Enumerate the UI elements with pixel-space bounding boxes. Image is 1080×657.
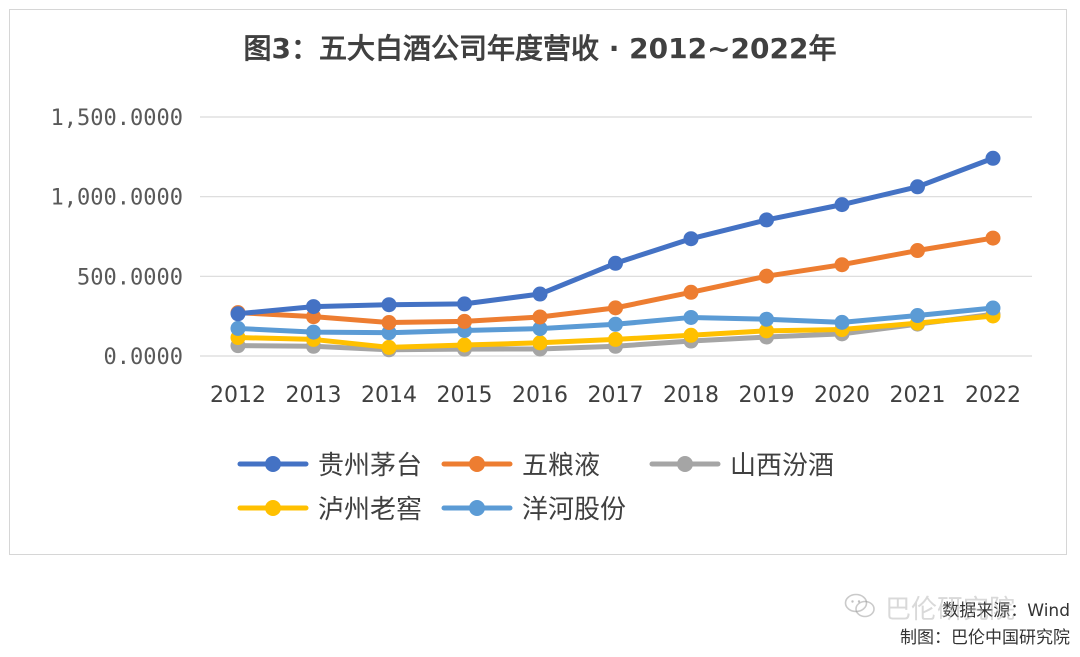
y-tick-label: 500.0000 bbox=[77, 265, 183, 290]
data-point bbox=[834, 314, 850, 330]
data-point bbox=[608, 300, 623, 316]
data-point bbox=[683, 284, 699, 300]
x-tick-label: 2013 bbox=[286, 383, 342, 408]
x-tick-label: 2021 bbox=[890, 383, 946, 408]
data-point bbox=[532, 286, 548, 302]
data-point bbox=[683, 231, 699, 247]
data-point bbox=[759, 311, 774, 327]
x-tick-label: 2018 bbox=[663, 383, 719, 408]
chart-maker-credit: 制图：巴伦中国研究院 bbox=[900, 628, 1070, 648]
x-tick-label: 2017 bbox=[588, 383, 644, 408]
data-point bbox=[759, 268, 774, 284]
data-point bbox=[910, 179, 925, 195]
x-tick-label: 2015 bbox=[437, 383, 493, 408]
watermark-text: 巴伦研究院 bbox=[885, 595, 1016, 625]
data-point bbox=[457, 296, 472, 312]
data-point bbox=[532, 321, 548, 337]
data-point bbox=[910, 243, 925, 259]
grid-lines bbox=[200, 116, 1032, 357]
data-point bbox=[834, 197, 850, 213]
data-point bbox=[457, 313, 472, 329]
legend-swatch-marker bbox=[469, 456, 485, 472]
legend-item: 山西汾酒 bbox=[649, 451, 834, 481]
data-point bbox=[608, 255, 623, 271]
legend-label: 贵州茅台 bbox=[318, 451, 422, 481]
data-point bbox=[608, 316, 623, 332]
x-tick-label: 2022 bbox=[965, 383, 1021, 408]
y-tick-label: 1,000.0000 bbox=[51, 186, 183, 211]
x-tick-label: 2014 bbox=[361, 383, 417, 408]
legend-label: 洋河股份 bbox=[522, 495, 626, 525]
data-point bbox=[985, 300, 1001, 316]
legend-label: 山西汾酒 bbox=[730, 451, 834, 481]
data-point bbox=[381, 315, 397, 331]
series-line bbox=[235, 155, 996, 317]
wechat-icon bbox=[844, 593, 875, 618]
x-tick-label: 2020 bbox=[814, 383, 870, 408]
data-point bbox=[306, 324, 321, 340]
data-point bbox=[532, 335, 548, 351]
data-point bbox=[910, 308, 925, 324]
y-axis: 0.0000 500.0000 1,000.0000 1,500.0000 bbox=[51, 106, 183, 370]
data-point bbox=[381, 339, 397, 355]
series-5 bbox=[230, 300, 1001, 341]
legend-item: 贵州茅台 bbox=[237, 451, 422, 481]
legend-swatch-marker bbox=[677, 456, 693, 472]
data-point bbox=[230, 306, 246, 322]
x-tick-label: 2012 bbox=[210, 383, 266, 408]
data-point bbox=[985, 150, 1001, 166]
data-point bbox=[834, 257, 850, 273]
legend-swatch-marker bbox=[265, 500, 281, 516]
series-layer bbox=[230, 150, 1001, 358]
x-tick-label: 2016 bbox=[512, 383, 568, 408]
data-point bbox=[306, 299, 321, 315]
legend-swatch-marker bbox=[469, 500, 485, 516]
data-point bbox=[683, 327, 699, 343]
data-point bbox=[985, 230, 1001, 246]
legend-label: 五粮液 bbox=[522, 451, 600, 481]
x-axis: 2012 2013 2014 2015 2016 2017 2018 2019 2020 2021… bbox=[210, 383, 1021, 408]
y-tick-label: 0.0000 bbox=[104, 345, 183, 370]
data-point bbox=[759, 212, 774, 228]
x-tick-label: 2019 bbox=[739, 383, 795, 408]
legend-swatch-marker bbox=[265, 456, 281, 472]
data-point bbox=[683, 309, 699, 325]
data-point bbox=[532, 309, 548, 325]
data-point bbox=[381, 297, 397, 313]
legend-item: 五粮液 bbox=[441, 451, 600, 481]
y-tick-label: 1,500.0000 bbox=[51, 106, 183, 131]
chart-title: 图3：五大白酒公司年度营收 · 2012~2022年 bbox=[244, 32, 837, 65]
data-point bbox=[457, 337, 472, 353]
data-point bbox=[608, 331, 623, 347]
chart-frame bbox=[9, 9, 1067, 555]
data-point bbox=[230, 320, 246, 336]
legend-item: 洋河股份 bbox=[441, 495, 626, 525]
series-1 bbox=[230, 150, 1001, 322]
data-source-credit: 数据来源：Wind bbox=[942, 601, 1070, 621]
data-point bbox=[759, 323, 774, 339]
legend-label: 泸州老窖 bbox=[318, 495, 422, 525]
series-2 bbox=[230, 230, 1001, 331]
legend-item: 泸州老窖 bbox=[237, 495, 422, 525]
